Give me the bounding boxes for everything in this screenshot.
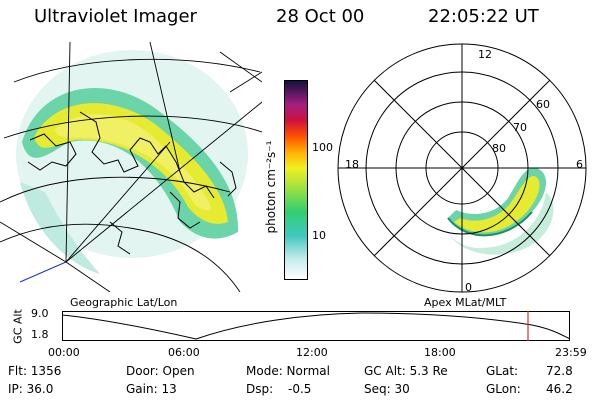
mlt-label-12: 12 — [478, 48, 492, 61]
glon-label: GLon: — [486, 382, 521, 396]
ip-readout: IP: 36.0 — [8, 382, 54, 396]
colorbar-unit-label: photon cm⁻²s⁻¹ — [264, 140, 278, 234]
flt-readout: Flt: 1356 — [8, 364, 62, 378]
gain-readout: Gain: 13 — [126, 382, 177, 396]
dsp-label: Dsp: — [246, 382, 274, 396]
orbit-xtick-0600: 06:00 — [168, 346, 200, 359]
orbit-ylabel: GC Alt — [11, 309, 25, 344]
geographic-label: Geographic Lat/Lon — [70, 296, 178, 309]
polar-mlat-mlt-map — [337, 43, 587, 293]
glat-value: 72.8 — [546, 364, 573, 378]
geographic-map — [0, 42, 262, 292]
time-label: 22:05:22 UT — [428, 6, 539, 27]
intensity-colorbar — [284, 80, 308, 280]
glat-label: GLat: — [486, 364, 519, 378]
date-label: 28 Oct 00 — [276, 6, 365, 27]
dsp-value: -0.5 — [288, 382, 312, 396]
orbit-xtick-2359: 23:59 — [555, 346, 587, 359]
orbit-ytick-1-8: 1.8 — [31, 328, 49, 341]
instrument-title: Ultraviolet Imager — [34, 6, 197, 27]
orbit-xtick-0000: 00:00 — [48, 346, 80, 359]
apex-label: Apex MLat/MLT — [424, 296, 507, 309]
polar-aurora-band — [448, 167, 547, 236]
mlat-label-60: 60 — [536, 98, 550, 111]
colorbar-tick-10: 10 — [312, 229, 326, 242]
gc-alt-readout: GC Alt: 5.3 Re — [364, 364, 448, 378]
orbit-xtick-1200: 12:00 — [296, 346, 328, 359]
glon-value: 46.2 — [546, 382, 573, 396]
colorbar-tick-100: 100 — [312, 141, 333, 154]
seq-readout: Seq: 30 — [364, 382, 410, 396]
orbit-ytick-9: 9.0 — [31, 307, 49, 320]
mlt-label-18: 18 — [345, 158, 359, 171]
orbit-altitude-plot — [62, 311, 570, 341]
door-readout: Door: Open — [126, 364, 195, 378]
orbit-xtick-1800: 18:00 — [424, 346, 456, 359]
mlat-label-80: 80 — [492, 142, 506, 155]
altitude-curve — [62, 312, 570, 340]
mlat-label-70: 70 — [513, 121, 527, 134]
mlt-label-6: 6 — [576, 158, 583, 171]
mlt-label-0: 0 — [465, 281, 472, 294]
mode-readout: Mode: Normal — [246, 364, 330, 378]
